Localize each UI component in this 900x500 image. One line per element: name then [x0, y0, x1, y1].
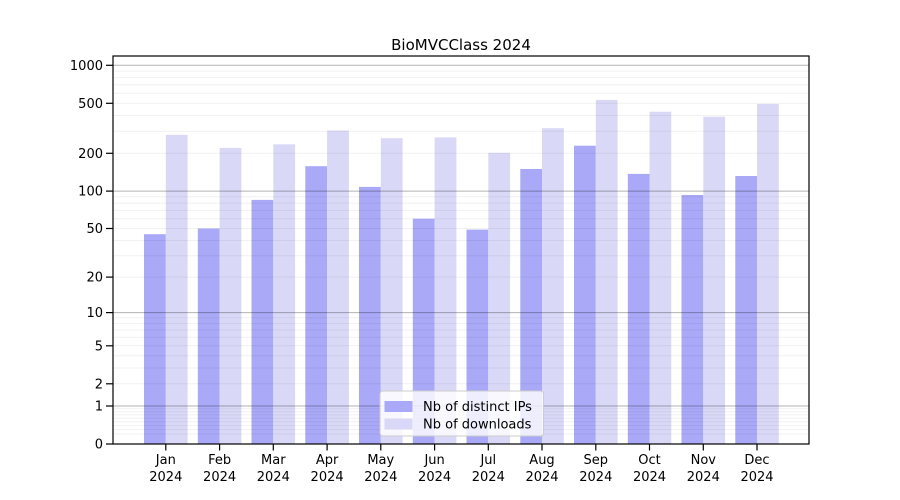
- plot-border: [112, 55, 810, 445]
- bar-downloads-may: [380, 138, 403, 444]
- bar-distinct-ips-jul: [466, 229, 489, 444]
- x-axis-month-label: Nov: [691, 453, 717, 468]
- x-axis-year-label: 2024: [149, 470, 182, 485]
- legend-label-distinct-ips: Nb of distinct IPs: [423, 400, 532, 415]
- x-axis-year-label: 2024: [311, 470, 344, 485]
- legend: Nb of distinct IPs Nb of downloads: [379, 390, 544, 437]
- bar-distinct-ips-jan: [144, 234, 166, 444]
- x-axis-year-label: 2024: [472, 470, 505, 485]
- bar-downloads-feb: [219, 147, 242, 444]
- legend-swatch-distinct-ips: [384, 401, 413, 412]
- bar-downloads-jun: [434, 137, 457, 444]
- bar-distinct-ips-feb: [197, 228, 220, 444]
- y-axis-tick-label: 100: [78, 185, 103, 200]
- x-axis-month-label: Mar: [261, 453, 286, 468]
- y-axis-tick-label: 20: [86, 271, 103, 286]
- legend-label-downloads: Nb of downloads: [423, 418, 532, 433]
- x-axis-year-label: 2024: [633, 470, 666, 485]
- y-axis-tick-label: 200: [78, 147, 103, 162]
- x-axis-month-label: Apr: [316, 453, 339, 468]
- bar-distinct-ips-dec: [735, 176, 758, 444]
- x-axis-month-label: Oct: [638, 453, 660, 468]
- y-axis-tick-label: 1000: [70, 59, 103, 74]
- x-axis-year-label: 2024: [579, 470, 612, 485]
- y-axis-tick-label: 0: [95, 438, 103, 453]
- bar-distinct-ips-jun: [412, 218, 435, 444]
- legend-box: [379, 390, 544, 437]
- bar-distinct-ips-apr: [305, 166, 328, 444]
- y-axis-tick-label: 50: [86, 222, 103, 237]
- x-axis-month-label: May: [367, 453, 394, 468]
- y-axis-tick-label: 1: [95, 400, 103, 415]
- bar-distinct-ips-mar: [251, 199, 274, 444]
- bar-distinct-ips-sep: [574, 145, 596, 444]
- x-axis-month-label: Dec: [744, 453, 769, 468]
- legend-swatch-downloads: [384, 418, 413, 430]
- x-axis-year-label: 2024: [418, 470, 451, 485]
- bar-downloads-aug: [542, 128, 564, 444]
- x-axis-year-label: 2024: [257, 470, 290, 485]
- x-axis-month-label: Sep: [584, 453, 609, 468]
- y-axis-tick-label: 500: [78, 97, 103, 112]
- bar-downloads-nov: [703, 116, 726, 444]
- y-axis-tick-label: 10: [86, 306, 103, 321]
- y-axis-tick-label: 2: [95, 377, 103, 392]
- x-axis-month-label: Jun: [423, 453, 444, 468]
- bar-distinct-ips-may: [359, 186, 381, 444]
- bar-downloads-dec: [757, 103, 779, 445]
- x-axis-month-label: Feb: [208, 453, 231, 468]
- bar-downloads-jul: [488, 152, 511, 445]
- x-axis-month-label: Jan: [155, 453, 176, 468]
- chart-title: BioMVCClass 2024: [391, 36, 531, 54]
- x-axis-month-label: Aug: [529, 453, 554, 468]
- x-axis-year-label: 2024: [740, 470, 773, 485]
- bar-downloads-mar: [273, 144, 296, 445]
- x-axis-year-label: 2024: [203, 470, 236, 485]
- x-axis-year-label: 2024: [687, 470, 720, 485]
- bar-distinct-ips-nov: [681, 195, 704, 444]
- x-axis-month-label: Jul: [479, 453, 496, 468]
- bar-downloads-jan: [165, 134, 188, 445]
- bar-distinct-ips-aug: [520, 169, 543, 444]
- x-axis-year-label: 2024: [364, 470, 397, 485]
- x-axis-year-label: 2024: [525, 470, 558, 485]
- bar-downloads-apr: [327, 130, 349, 444]
- bar-distinct-ips-oct: [627, 173, 650, 444]
- y-axis-tick-label: 5: [95, 339, 103, 354]
- axes-layer: 0 1 2 5 10 20 50 100 200 500 1000 Jan 2024 Feb 2024 Mar…: [70, 55, 810, 485]
- bar-downloads-sep: [595, 99, 618, 445]
- bar-downloads-oct: [649, 111, 672, 444]
- bars-layer: [144, 99, 779, 445]
